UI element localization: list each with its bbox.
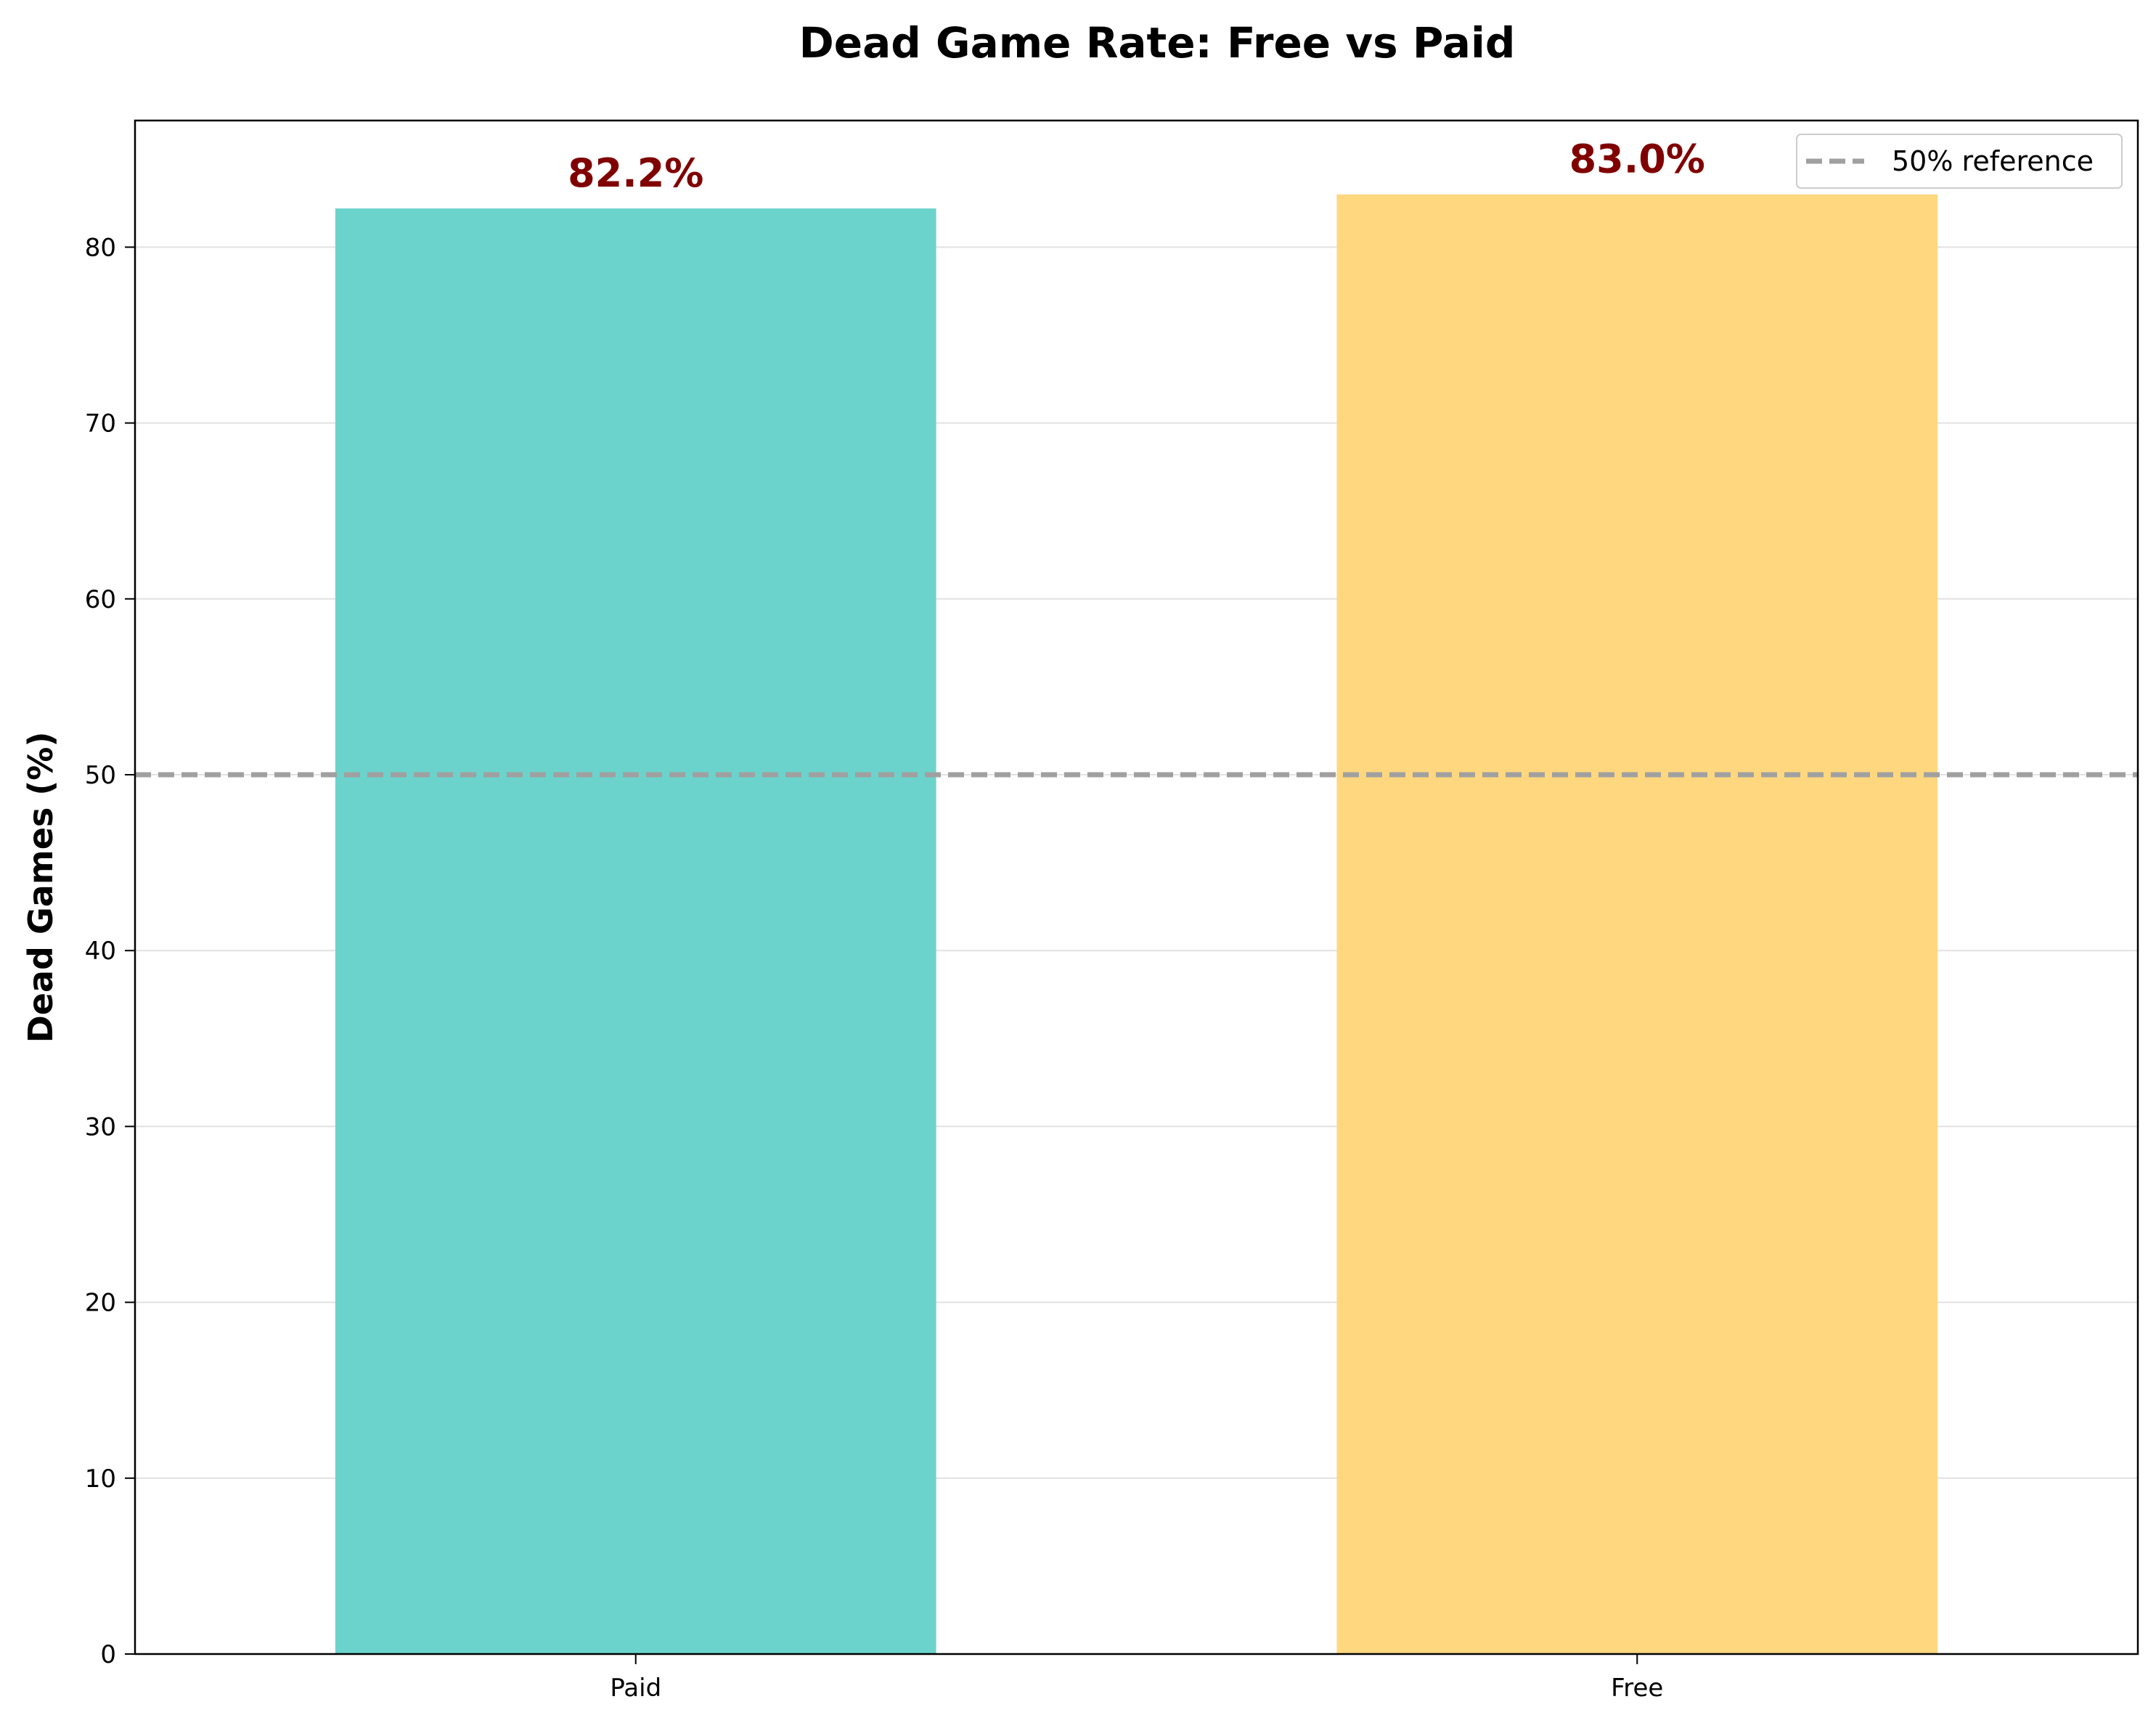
y-tick-label: 0 xyxy=(100,1640,116,1669)
legend-entry-50-reference: 50% reference xyxy=(1892,145,2094,177)
bar-paid xyxy=(335,208,936,1654)
y-tick-label: 10 xyxy=(85,1465,116,1494)
legend: 50% reference xyxy=(1796,134,2123,189)
y-axis-label: Dead Games (%) xyxy=(21,732,60,1043)
y-tick-label: 60 xyxy=(85,585,116,614)
axes-layer xyxy=(125,119,2139,1664)
bar-value-label-free: 83.0% xyxy=(1569,137,1705,182)
y-tick-label: 20 xyxy=(85,1289,116,1318)
bars-layer xyxy=(335,194,1938,1655)
y-tick-label: 50 xyxy=(85,761,116,790)
y-tick-label: 40 xyxy=(85,937,116,966)
chart-title: Dead Game Rate: Free vs Paid xyxy=(799,18,1516,68)
y-tick-label: 70 xyxy=(85,410,116,439)
x-tick-label-paid: Paid xyxy=(610,1674,661,1703)
y-tick-label: 30 xyxy=(85,1112,116,1141)
bar-free xyxy=(1336,194,1938,1655)
labels-layer: 82.2% Paid 83.0% Free 0 10 20 30 40 50 60 70 80 xyxy=(85,137,1705,1703)
y-tick-label: 80 xyxy=(85,233,116,262)
legend-box xyxy=(1796,134,2123,189)
x-tick-label-free: Free xyxy=(1611,1674,1663,1703)
bar-value-label-paid: 82.2% xyxy=(568,150,703,196)
plot-frame xyxy=(134,119,2139,1655)
